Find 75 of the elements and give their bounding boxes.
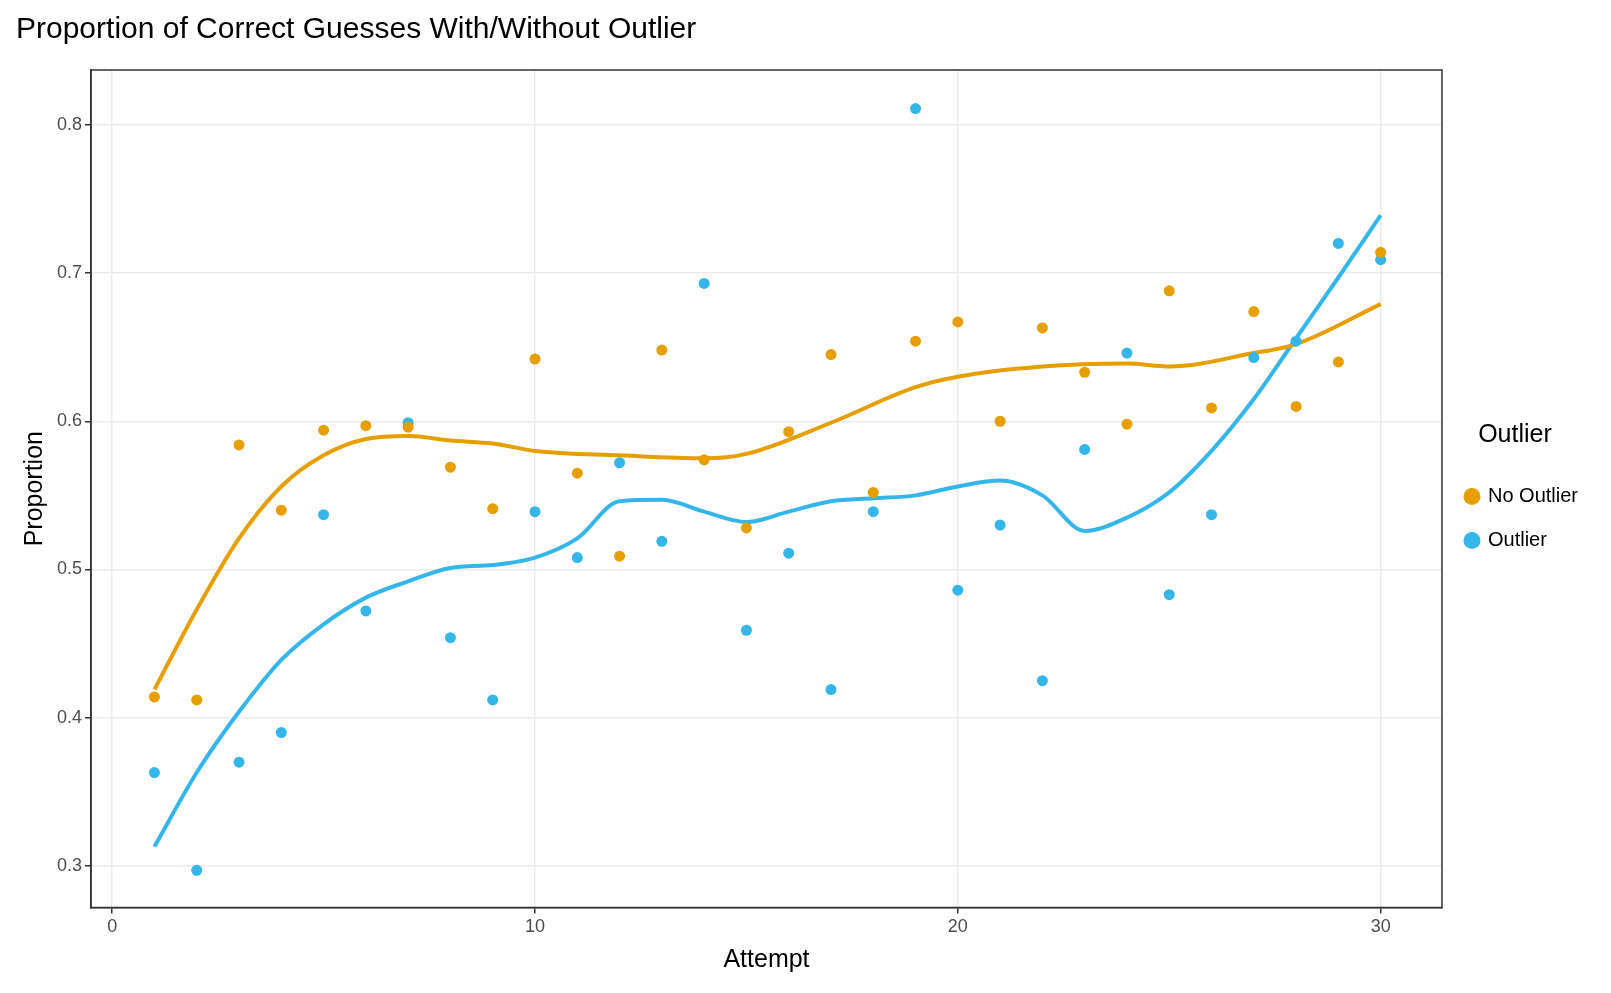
point: [1206, 402, 1218, 414]
point: [1290, 400, 1302, 412]
point: [1206, 509, 1218, 521]
x-tick-label: 20: [947, 916, 968, 937]
y-tick-label: 0.3: [56, 854, 83, 875]
point: [867, 486, 879, 498]
point: [360, 605, 372, 617]
point: [1121, 347, 1133, 359]
point: [1036, 322, 1048, 334]
x-tick-label: 0: [107, 916, 118, 937]
point: [614, 550, 626, 562]
point: [318, 509, 330, 521]
y-tick-label: 0.4: [56, 706, 83, 727]
point: [571, 467, 583, 479]
y-axis-title: Proportion: [18, 431, 47, 547]
line-series: [152, 213, 1383, 849]
point: [318, 424, 330, 436]
point: [1290, 335, 1302, 347]
point: [825, 684, 837, 696]
point: [360, 420, 372, 432]
point: [656, 535, 668, 547]
x-axis-title: Attempt: [723, 943, 810, 972]
point: [1163, 285, 1175, 297]
point: [867, 506, 879, 518]
point: [444, 461, 456, 473]
point: [148, 767, 160, 779]
point: [698, 277, 710, 289]
point: [1248, 352, 1260, 364]
point: [1036, 675, 1048, 687]
point: [1332, 237, 1344, 249]
point: [1332, 356, 1344, 368]
point: [783, 547, 795, 559]
y-tick-label: 0.7: [56, 262, 83, 283]
point: [656, 344, 668, 356]
point: [994, 415, 1006, 427]
point: [191, 694, 203, 706]
point: [148, 691, 160, 703]
point: [783, 426, 795, 438]
point: [444, 632, 456, 644]
x-tick-label: 30: [1370, 916, 1391, 937]
point: [571, 552, 583, 564]
point: [1079, 366, 1091, 378]
y-tick-label: 0.8: [56, 113, 83, 134]
legend-label: Outlier: [1487, 528, 1548, 551]
point: [614, 457, 626, 469]
point: [952, 316, 964, 328]
point: [952, 584, 964, 596]
point: [1163, 589, 1175, 601]
point: [740, 522, 752, 534]
point: [825, 349, 837, 361]
point: [191, 864, 203, 876]
x-tick-label: 10: [524, 916, 546, 937]
point: [994, 519, 1006, 531]
point: [529, 353, 541, 365]
point: [402, 421, 414, 433]
y-tick-label: 0.6: [56, 410, 83, 431]
point: [275, 504, 287, 516]
point: [275, 727, 287, 739]
point: [1248, 306, 1260, 318]
point: [529, 506, 541, 518]
point: [1375, 246, 1387, 258]
point: [233, 439, 245, 451]
point: [740, 624, 752, 636]
point: [487, 694, 499, 706]
point: [698, 454, 710, 466]
point: [1079, 443, 1091, 455]
legend-label: No Outlier: [1487, 484, 1579, 507]
y-tick-label: 0.5: [56, 558, 83, 579]
point: [910, 335, 922, 347]
point: [1121, 418, 1133, 430]
point: [233, 756, 245, 768]
legend-title: Outlier: [1478, 418, 1552, 447]
chart-title: Proportion of Correct Guesses With/Without Outlier: [16, 11, 697, 45]
point: [910, 103, 922, 115]
point: [487, 503, 499, 515]
